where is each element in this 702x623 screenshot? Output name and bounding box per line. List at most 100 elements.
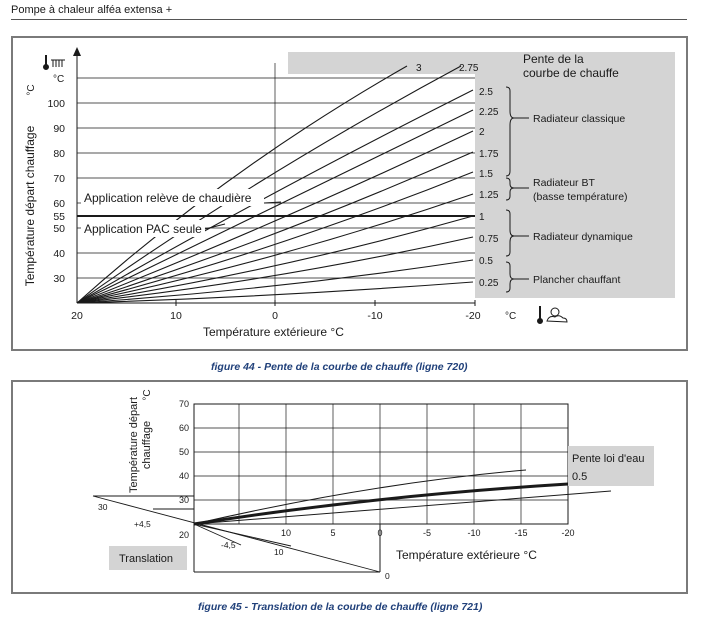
slope-header-line1: Pente de la <box>523 52 584 66</box>
gridlines <box>77 63 475 303</box>
y-tick-40: 40 <box>53 248 65 260</box>
slope-label-3: 3 <box>416 63 422 74</box>
slope-curve <box>76 236 474 304</box>
t-y-tick-60: 60 <box>179 423 189 433</box>
y-tick-30: 30 <box>53 273 65 285</box>
translation-y-unit: °C <box>142 389 153 400</box>
slope-labels: 3 2.75 2.5 2.25 2 1.75 1.5 1.25 1 0.75 0… <box>416 63 499 289</box>
t-x-tick-5: 5 <box>330 528 335 538</box>
translation-curves <box>193 469 612 526</box>
x-tick-0: 0 <box>272 310 278 322</box>
translation-x-label: Température extérieure °C <box>396 548 537 562</box>
slope-label-2-75: 2.75 <box>459 63 479 74</box>
x-tick-10: 10 <box>170 310 182 322</box>
t-x-tick-minus5: -5 <box>423 528 431 538</box>
slope-curve <box>76 281 474 304</box>
annotation-releve-bg <box>81 189 264 206</box>
y-tick-80: 80 <box>53 148 65 160</box>
slope-label-2: 2 <box>479 127 485 138</box>
slope-label-2-5: 2.5 <box>479 87 493 98</box>
diag-left-30: 30 <box>98 502 108 512</box>
slope-legend-panel <box>475 52 675 298</box>
translation-y-ticks: 70 60 50 40 30 20 <box>179 399 189 540</box>
pente-value: 0.5 <box>572 471 587 483</box>
y-tick-55: 55 <box>53 211 65 223</box>
y-unit-left: °C <box>26 84 37 95</box>
y-unit-top: °C <box>53 74 64 85</box>
slope-curve <box>76 130 474 304</box>
slope-curve <box>76 151 474 304</box>
slope-label-0-75: 0.75 <box>479 234 499 245</box>
figure-44-frame: Application relève de chaudière Applicat… <box>11 36 688 351</box>
heating-curve-translation-chart: 70 60 50 40 30 20 10 5 0 -5 -10 -15 -20 … <box>92 389 654 581</box>
figure-45-frame: 70 60 50 40 30 20 10 5 0 -5 -10 -15 -20 … <box>11 380 688 594</box>
annotation-pac-leader <box>204 223 226 230</box>
t-y-tick-40: 40 <box>179 471 189 481</box>
y-axis-label: Température départ chauffage <box>23 125 37 286</box>
pente-panel <box>568 446 654 486</box>
slope-curves <box>76 65 474 304</box>
diag-bottom-10: 10 <box>274 547 284 557</box>
outdoor-weather-icon <box>537 306 568 324</box>
annotation-releve-leader <box>263 201 282 204</box>
x-tick-20: 20 <box>71 310 83 322</box>
slope-curve <box>76 109 474 304</box>
annotation-releve: Application relève de chaudière <box>84 191 252 205</box>
slope-label-1-5: 1.5 <box>479 169 493 180</box>
group-radiateur-dynamique: Radiateur dynamique <box>533 231 633 243</box>
y-tick-90: 90 <box>53 123 65 135</box>
t-y-tick-20: 20 <box>179 530 189 540</box>
radiator-thermometer-icon <box>43 55 65 70</box>
group-plancher-chauffant: Plancher chauffant <box>533 274 620 286</box>
figure-45-caption: figure 45 - Translation de la courbe de … <box>198 601 483 613</box>
translation-y-label-2: chauffage <box>141 421 153 469</box>
y-tick-60: 60 <box>53 198 65 210</box>
heating-curve-slope-chart: Application relève de chaudière Applicat… <box>23 47 675 339</box>
slope-curve <box>76 171 474 304</box>
translation-x-ticks: 10 5 0 -5 -10 -15 -20 <box>281 528 575 538</box>
t-y-tick-30: 30 <box>179 495 189 505</box>
slope-curve <box>76 259 474 304</box>
group-brackets <box>505 86 529 293</box>
y-tick-labels: 100 90 80 70 60 55 50 40 30 <box>47 98 65 285</box>
slope-curve <box>76 193 474 304</box>
diag-bottom-minus-4-5: -4,5 <box>221 540 236 550</box>
group-radiateur-bt-line2: (basse température) <box>533 191 628 203</box>
t-x-tick-0: 0 <box>377 528 382 538</box>
y-tick-100: 100 <box>47 98 65 110</box>
y-tick-50: 50 <box>53 223 65 235</box>
slope-label-0-25: 0.25 <box>479 278 499 289</box>
y-tick-70: 70 <box>53 173 65 185</box>
document-header-title: Pompe à chaleur alféa extensa + <box>11 4 173 16</box>
x-axis-label: Température extérieure °C <box>203 325 344 339</box>
slope-curve <box>76 65 462 304</box>
annotation-pac: Application PAC seule <box>84 222 202 236</box>
slope-header-line2: courbe de chauffe <box>523 66 619 80</box>
slope-label-1-75: 1.75 <box>479 149 499 160</box>
t-y-tick-70: 70 <box>179 399 189 409</box>
translation-diagonal-labels: 30 +4,5 -4,5 10 0 <box>98 502 390 581</box>
diag-left-plus-4-5: +4,5 <box>134 519 151 529</box>
x-tick-labels: 20 10 0 -10 -20 <box>71 310 481 322</box>
t-x-tick-minus10: -10 <box>467 528 480 538</box>
x-ticks <box>175 300 476 306</box>
pente-label: Pente loi d'eau <box>572 453 644 465</box>
y-axis-arrow <box>73 47 81 56</box>
translation-gridlines <box>194 403 568 524</box>
group-radiateur-bt-line1: Radiateur BT <box>533 177 595 189</box>
diag-bottom-0: 0 <box>385 571 390 581</box>
slope-curve <box>76 89 474 304</box>
translation-plot-frame <box>193 403 569 525</box>
t-x-tick-minus20: -20 <box>561 528 574 538</box>
annotation-pac-bg <box>81 220 205 237</box>
translation-label: Translation <box>119 553 173 565</box>
translation-y-label-1: Température départ <box>128 397 140 493</box>
slope-label-1-25: 1.25 <box>479 190 499 201</box>
slope-label-1: 1 <box>479 212 485 223</box>
group-radiateur-classique: Radiateur classique <box>533 113 625 125</box>
header-divider <box>11 19 687 20</box>
slope-curve <box>76 65 408 304</box>
t-x-tick-minus15: -15 <box>514 528 527 538</box>
x-tick-minus20: -20 <box>465 310 480 322</box>
t-x-tick-10: 10 <box>281 528 291 538</box>
